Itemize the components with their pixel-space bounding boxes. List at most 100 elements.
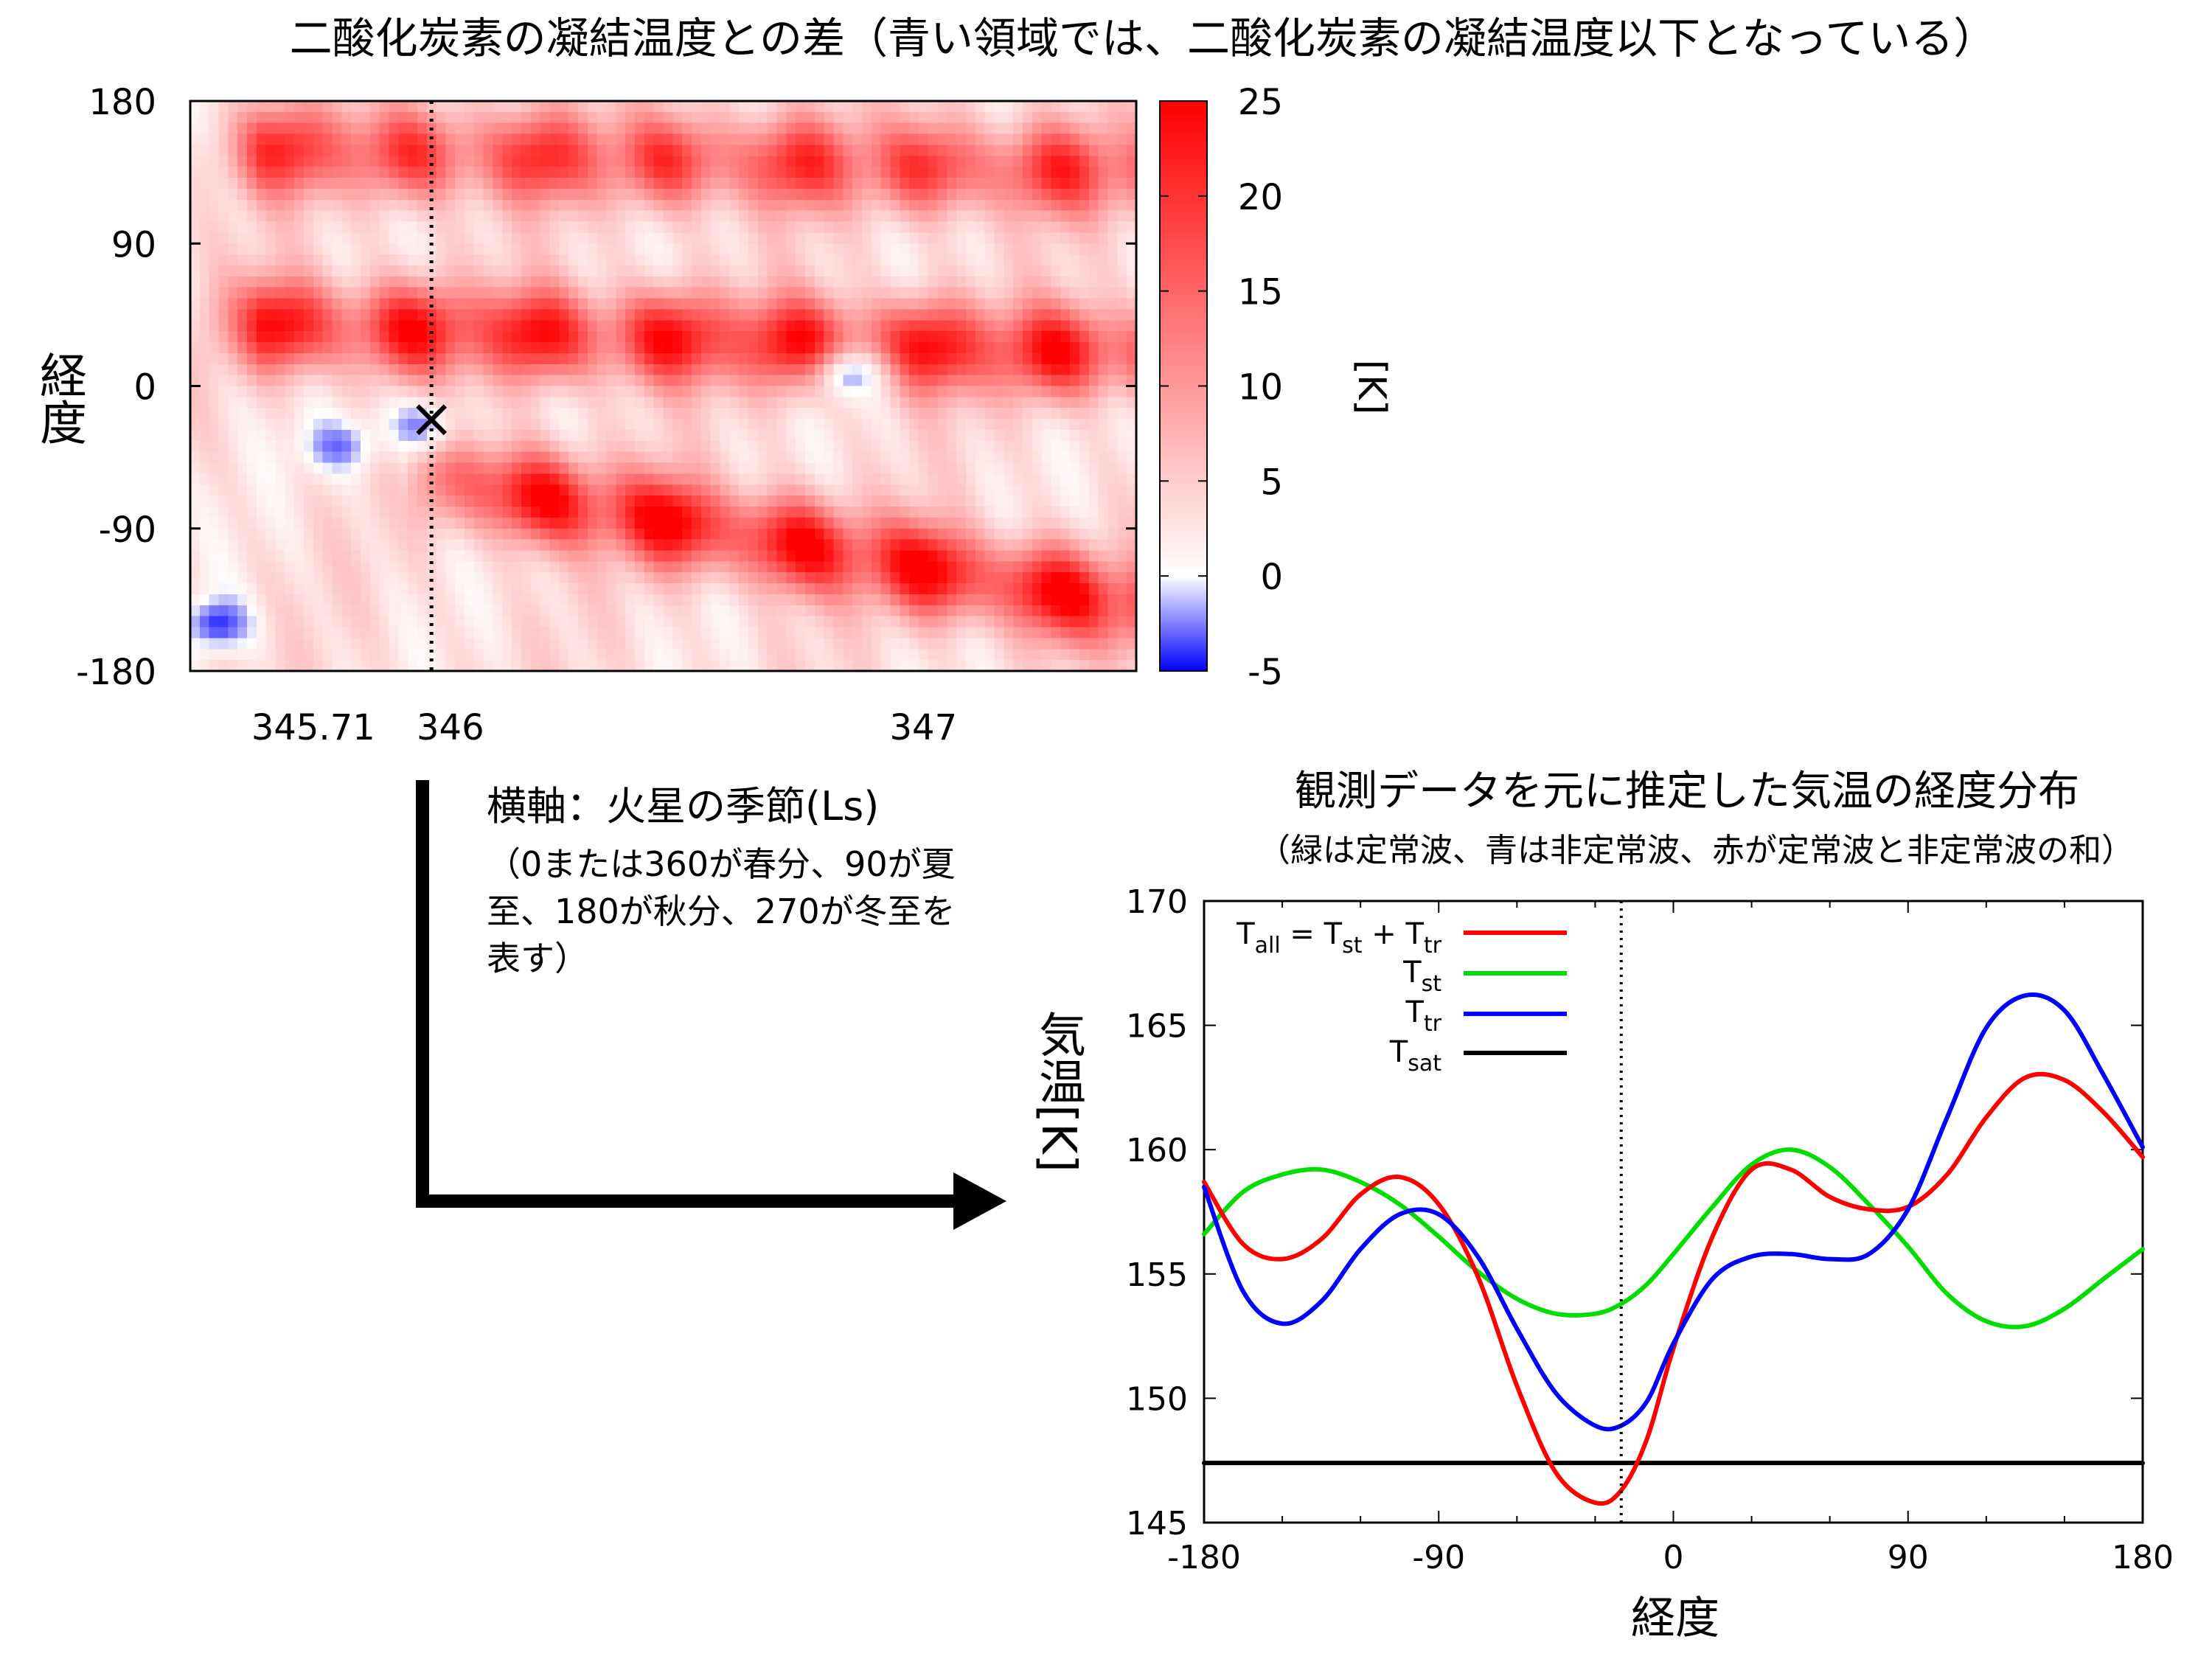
heatmap-cell [256,265,267,277]
heatmap-cell [1013,320,1023,332]
heatmap-cell [1013,210,1023,223]
heatmap-cell [1060,254,1071,266]
heatmap-cell [691,111,702,124]
heatmap-cell [530,583,541,595]
heatmap-cell [900,429,910,442]
heatmap-cell [767,419,778,431]
heatmap-cell [341,221,352,233]
heatmap-cell [285,199,295,212]
heatmap-cell [616,572,626,584]
heatmap-cell [880,156,891,167]
heatmap-cell [900,583,910,595]
heatmap-cell [824,495,835,507]
heatmap-cell [578,528,588,540]
heatmap-cell [218,199,229,212]
heatmap-cell [294,627,305,639]
heatmap-cell [332,440,342,453]
heatmap-cell [465,419,475,431]
heatmap-cell [322,254,333,266]
heatmap-cell [966,484,976,496]
heatmap-cell [833,419,844,431]
heatmap-cell [625,320,636,332]
heatmap-cell [265,320,276,332]
heatmap-cell [720,495,730,507]
heatmap-cell [852,265,863,277]
heatmap-cell [521,397,532,408]
heatmap-cell [502,133,512,146]
heatmap-cell [757,517,768,529]
heatmap-cell [700,320,712,332]
heatmap-cell [313,616,324,628]
heatmap-cell [1051,517,1061,529]
heatmap-cell [984,276,995,288]
heatmap-cell [900,254,910,266]
heatmap-cell [256,429,267,442]
heatmap-cell [900,528,910,540]
heatmap-cell [521,364,532,376]
heatmap-cell [956,199,967,212]
heatmap-cell [739,111,749,124]
heatmap-cell [710,276,721,288]
heatmap-cell [313,178,324,189]
heatmap-cell [465,462,475,475]
heatmap-cell [530,243,541,255]
heatmap-cell [1004,232,1014,244]
heatmap-cell [1079,188,1090,201]
heatmap-cell [767,594,778,606]
heatmap-cell [691,451,702,464]
heatmap-cell [975,594,986,606]
heatmap-cell [1079,287,1090,299]
heatmap-cell [890,386,900,397]
heatmap-cell [786,495,796,507]
heatmap-cell [1051,397,1061,408]
heatmap-cell [616,133,626,146]
heatmap-cell [530,429,541,442]
heatmap-cell [635,101,645,113]
heatmap-cell [739,507,749,518]
heatmap-cell [332,528,342,540]
heatmap-cell [606,408,616,420]
heatmap-cell [691,528,702,540]
heatmap-cell [549,451,560,464]
heatmap-cell [776,462,787,475]
heatmap-cell [285,462,295,475]
heatmap-cell [1013,276,1023,288]
heatmap-cell [1051,265,1061,277]
heatmap-cell [398,440,408,453]
heatmap-cell [975,188,986,201]
heatmap-cell [389,594,399,606]
heatmap-cell [1041,583,1052,595]
heatmap-cell [568,111,579,124]
heatmap-cell [994,352,1004,365]
heatmap-cell [530,276,541,288]
heatmap-cell [786,243,796,255]
heatmap-cell [994,188,1004,201]
heatmap-cell [767,561,778,573]
heatmap-cell [767,408,778,420]
heatmap-cell [1041,561,1052,573]
heatmap-cell [351,638,361,650]
heatmap-cell [1023,320,1033,332]
heatmap-cell [700,199,712,212]
heatmap-cell [1079,254,1090,266]
heatmap-cell [814,484,825,496]
heatmap-cell [568,298,579,310]
heatmap-cell [285,156,295,167]
heatmap-cell [843,408,853,420]
heatmap-cell [843,572,853,584]
heatmap-cell [379,638,390,650]
heatmap-cell [285,616,295,628]
heatmap-cell [1004,517,1014,529]
heatmap-cell [426,550,437,562]
heatmap-cell [824,298,835,310]
heatmap-cell [861,232,872,244]
heatmap-cell [351,627,361,639]
heatmap-cell [549,364,560,376]
heatmap-cell [1051,309,1061,321]
heatmap-cell [408,649,418,661]
heatmap-cell [918,254,929,266]
heatmap-cell [218,243,229,255]
heatmap-cell [786,122,796,135]
heatmap-cell [559,309,569,321]
heatmap-cell [804,507,815,518]
